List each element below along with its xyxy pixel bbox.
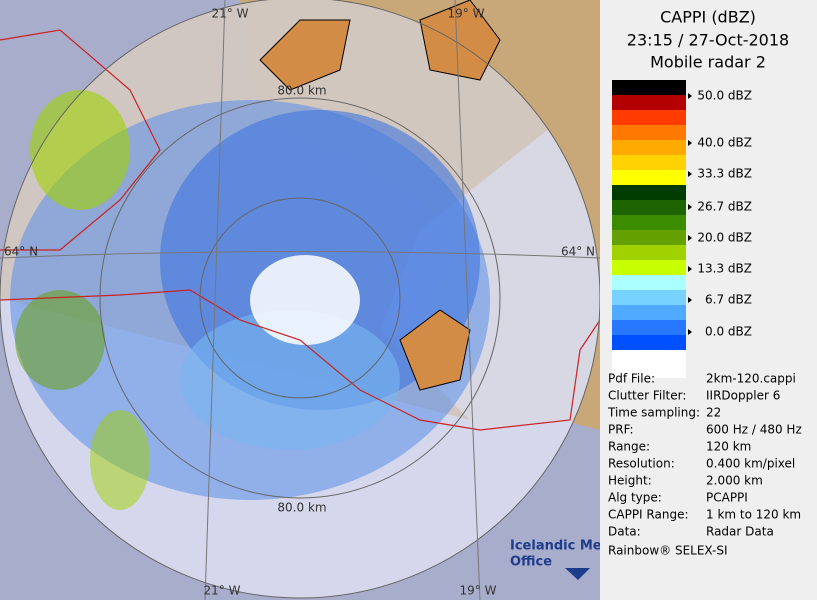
color-swatch <box>612 95 686 110</box>
lon-label: 21° W <box>204 584 241 598</box>
echo <box>30 90 130 210</box>
footer: Rainbow® SELEX-SI <box>608 544 728 558</box>
ring-label: 80.0 km <box>277 84 326 98</box>
color-swatch <box>612 155 686 170</box>
info-value: 600 Hz / 480 Hz <box>706 423 802 437</box>
radar-name: Mobile radar 2 <box>650 53 766 72</box>
scale-label: 13.3 dBZ <box>697 262 752 276</box>
scale-label: 40.0 dBZ <box>697 136 752 150</box>
info-value: IIRDoppler 6 <box>706 389 780 403</box>
info-key: CAPPI Range: <box>608 508 689 522</box>
info-key: Range: <box>608 440 650 454</box>
scale-label: 33.3 dBZ <box>697 167 752 181</box>
lon-label: 19° W <box>448 7 485 21</box>
logo-mark <box>565 568 590 580</box>
info-value: 2km-120.cappi <box>706 372 796 386</box>
echo <box>90 410 150 510</box>
info-key: Time sampling: <box>607 406 700 420</box>
scale-label: 26.7 dBZ <box>697 200 752 214</box>
range-ring <box>199 197 401 399</box>
tick-arrow <box>688 266 692 272</box>
lat-label: 64° N <box>4 245 38 259</box>
scale-label: 20.0 dBZ <box>697 231 752 245</box>
scale-label: 0.0 dBZ <box>705 325 752 339</box>
tick-arrow <box>688 140 692 146</box>
color-swatch <box>612 275 686 290</box>
time: 23:15 / 27-Oct-2018 <box>627 31 789 50</box>
tick-arrow <box>688 297 692 303</box>
color-swatch <box>612 200 686 215</box>
info-value: 22 <box>706 406 721 420</box>
info-key: PRF: <box>608 423 634 437</box>
tick-arrow <box>688 235 692 241</box>
lon-label: 19° W <box>460 584 497 598</box>
info-key: Data: <box>608 525 641 539</box>
color-swatch <box>612 290 686 305</box>
echo <box>15 290 105 390</box>
info-key: Alg type: <box>608 491 662 505</box>
color-swatch <box>612 80 686 95</box>
coastline <box>0 29 601 431</box>
echo <box>180 310 400 450</box>
logo-text: Icelandic Met <box>510 539 608 554</box>
color-swatch <box>612 230 686 245</box>
color-swatch <box>612 305 686 320</box>
info-value: 2.000 km <box>706 474 763 488</box>
range-ring <box>99 97 501 499</box>
logo-text: Office <box>510 555 552 570</box>
scale-label: 50.0 dBZ <box>697 89 752 103</box>
color-swatch <box>612 170 686 185</box>
lat-label: 64° N <box>561 245 595 259</box>
color-swatch <box>612 320 686 335</box>
color-swatch-empty <box>612 350 686 378</box>
tick-arrow <box>688 93 692 99</box>
color-swatch <box>612 125 686 140</box>
info-value: 120 km <box>706 440 751 454</box>
color-swatch <box>612 260 686 275</box>
info-value: PCAPPI <box>706 491 748 505</box>
tick-arrow <box>688 171 692 177</box>
info-value: 1 km to 120 km <box>706 508 801 522</box>
color-swatch <box>612 140 686 155</box>
title: CAPPI (dBZ) <box>660 8 756 27</box>
info-key: Height: <box>608 474 652 488</box>
color-swatch <box>612 185 686 200</box>
tick-arrow <box>688 204 692 210</box>
clear-zone <box>250 255 360 345</box>
lon-label: 21° W <box>212 7 249 21</box>
ring-label: 80.0 km <box>277 501 326 515</box>
color-swatch <box>612 245 686 260</box>
island <box>259 0 501 391</box>
info-value: Radar Data <box>706 525 774 539</box>
color-swatch <box>612 110 686 125</box>
info-key: Resolution: <box>608 457 675 471</box>
color-swatch <box>612 215 686 230</box>
graticule <box>0 0 601 600</box>
tick-arrow <box>688 329 692 335</box>
info-key: Pdf File: <box>608 372 655 386</box>
info-value: 0.400 km/pixel <box>706 457 795 471</box>
scale-label: 6.7 dBZ <box>705 293 752 307</box>
color-swatch <box>612 335 686 350</box>
info-key: Clutter Filter: <box>608 389 686 403</box>
